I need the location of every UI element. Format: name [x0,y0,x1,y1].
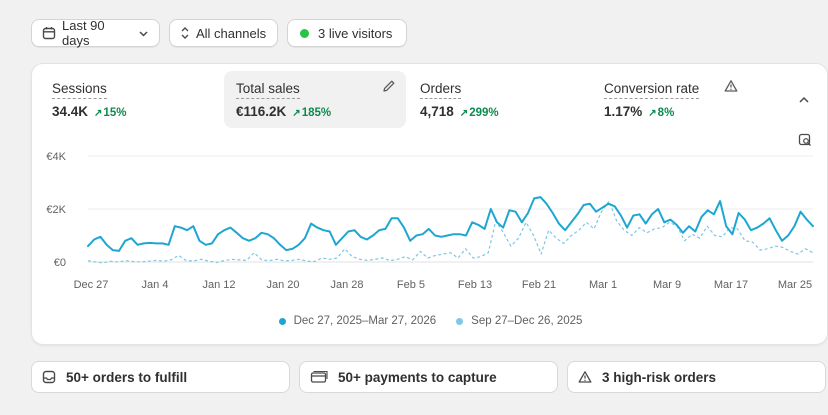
legend-dot-previous [456,317,464,325]
sales-line-chart: €4K €2K €0 Dec 27 Jan 4 Jan 12 Jan 20 Jan 28 Feb… [46,151,814,291]
metric-sessions[interactable]: Sessions 34.4K ↗15% [40,71,222,128]
legend-dot-current [278,317,286,325]
calendar-icon [42,27,56,40]
legend-item-current[interactable]: Dec 27, 2025–Mar 27, 2026 [278,315,437,327]
metric-label: Sessions [52,81,107,99]
orders-to-fulfill-button[interactable]: 50+ orders to fulfill [31,361,290,393]
x-tick-label: Mar 1 [589,279,617,291]
arrow-up-icon: ↗ [459,108,469,119]
metric-change: ↗8% [648,107,675,119]
series-line-current [87,196,814,252]
payments-to-capture-button[interactable]: 50+ payments to capture [299,361,558,393]
live-indicator-dot [300,28,309,38]
select-arrows-icon [181,27,189,39]
x-tick-label: Feb 5 [397,279,425,291]
x-tick-label: Jan 28 [330,279,363,291]
channels-button[interactable]: All channels [169,19,278,47]
pencil-icon[interactable] [382,79,396,93]
analytics-card: Sessions 34.4K ↗15% Total sales €116.2K … [31,63,828,345]
metric-change: ↗185% [292,107,332,119]
metric-change: ↗299% [459,107,499,119]
inbox-icon [42,370,56,384]
metric-value: 1.17% [604,104,643,119]
legend-label: Dec 27, 2025–Mar 27, 2026 [293,315,437,327]
y-tick-label: €0 [54,257,66,269]
metric-total-sales[interactable]: Total sales €116.2K ↗185% [224,71,406,128]
metric-label: Total sales [236,81,300,99]
x-tick-label: Mar 9 [653,279,681,291]
live-visitors-button[interactable]: 3 live visitors [287,19,407,47]
x-tick-label: Jan 20 [266,279,299,291]
x-tick-label: Mar 25 [778,279,812,291]
arrow-up-icon: ↗ [292,108,301,119]
legend-item-previous[interactable]: Sep 27–Dec 26, 2025 [456,315,582,327]
metric-change: ↗15% [94,107,127,119]
metric-conversion-rate[interactable]: Conversion rate 1.17% ↗8% [592,71,774,128]
action-label: 50+ orders to fulfill [66,369,188,385]
date-range-label: Last 90 days [62,18,105,48]
chevron-up-icon[interactable] [798,94,810,106]
metric-label: Orders [420,81,462,99]
x-tick-label: Feb 21 [522,279,556,291]
credit-card-icon [310,370,328,383]
warning-icon [578,371,592,383]
action-label: 50+ payments to capture [338,369,497,385]
x-tick-label: Jan 4 [142,279,169,291]
metric-value: €116.2K [236,104,287,119]
y-tick-label: €4K [46,151,66,163]
chevron-down-icon [139,30,148,37]
channels-label: All channels [196,25,267,41]
y-tick-label: €2K [46,204,66,216]
chart-inspect-icon[interactable] [798,133,812,147]
action-label: 3 high-risk orders [602,369,717,385]
series-line-previous [87,200,814,264]
metric-label: Conversion rate [604,81,700,99]
high-risk-orders-button[interactable]: 3 high-risk orders [567,361,826,393]
date-range-button[interactable]: Last 90 days [31,18,160,48]
x-tick-label: Jan 12 [202,279,235,291]
legend-label: Sep 27–Dec 26, 2025 [471,315,583,327]
chart-legend: Dec 27, 2025–Mar 27, 2026 Sep 27–Dec 26,… [32,315,828,327]
arrow-up-icon: ↗ [648,108,657,119]
x-tick-label: Dec 27 [74,279,109,291]
warning-icon[interactable] [724,79,738,93]
x-tick-label: Feb 13 [458,279,492,291]
metric-orders[interactable]: Orders 4,718 ↗299% [408,71,590,128]
live-visitors-label: 3 live visitors [318,25,393,41]
metric-value: 4,718 [420,104,454,119]
x-tick-label: Mar 17 [714,279,748,291]
metric-value: 34.4K [52,104,89,119]
arrow-up-icon: ↗ [94,108,103,119]
